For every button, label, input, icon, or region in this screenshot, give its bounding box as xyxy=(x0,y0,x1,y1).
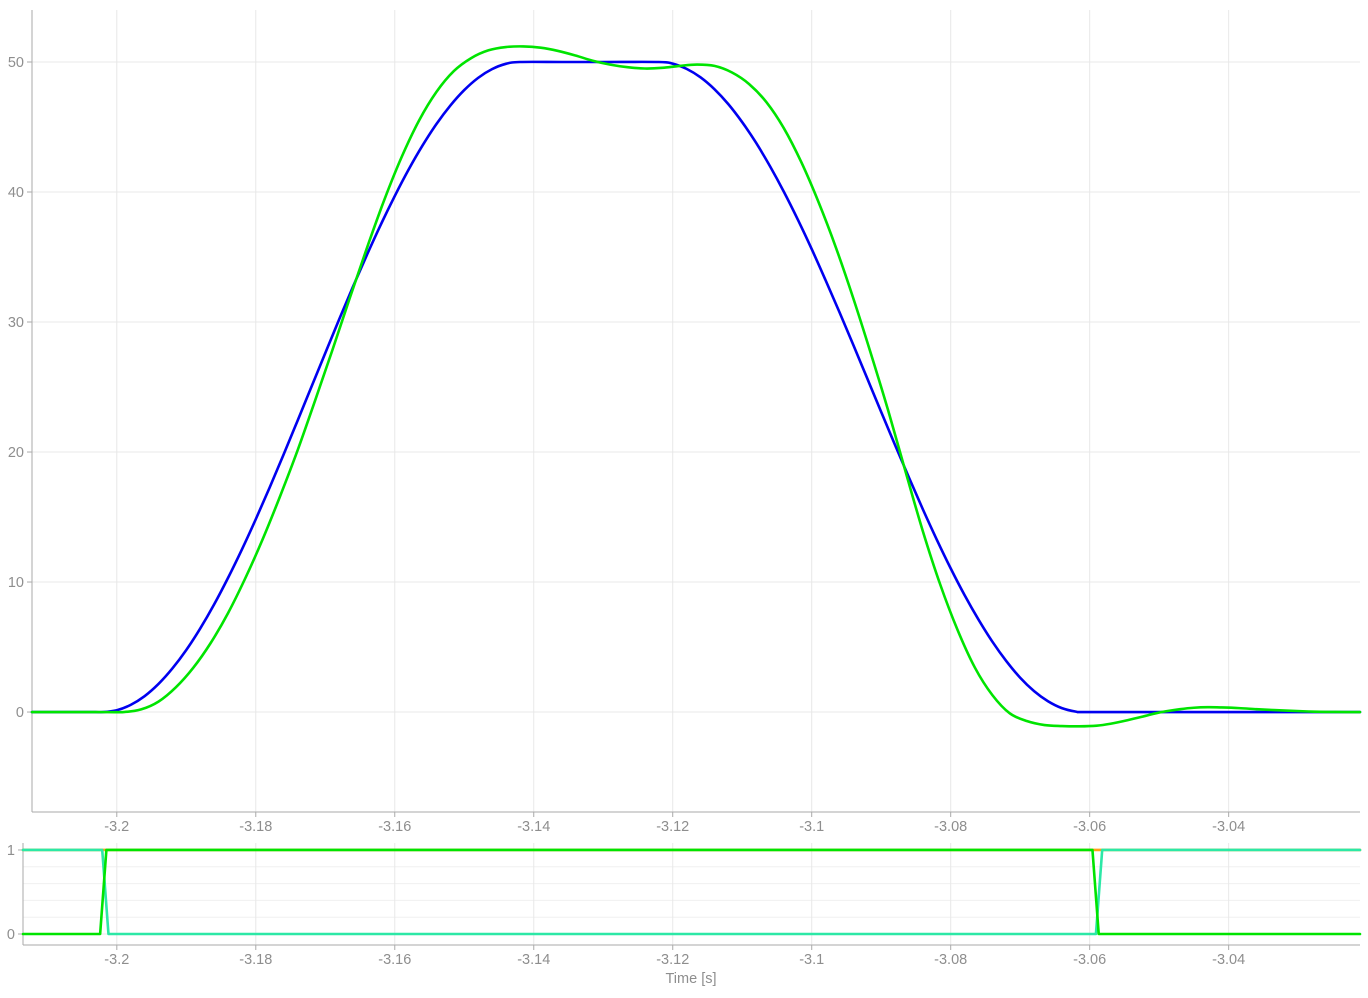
y-tick-label: 10 xyxy=(8,575,24,591)
inverted-gate-flag-curve xyxy=(21,848,1362,936)
x-tick-label: -3.1 xyxy=(799,819,824,835)
x-tick-label: -3.18 xyxy=(239,819,272,835)
x-axis-title: Time [s] xyxy=(665,971,716,987)
digital-signal-panel: -3.2 -3.18 -3.16 -3.14 -3.12 -3.1 -3.08 -3.06 -3… xyxy=(7,843,1362,968)
x-tick-label: -3.2 xyxy=(104,819,129,835)
x-tick-label: -3.04 xyxy=(1212,819,1245,835)
trajectory-panel: -3.2 -3.18 -3.16 -3.14 -3.12 -3.1 -3.08 -3.06 -3… xyxy=(8,10,1362,835)
x-tick-label: -3.16 xyxy=(378,819,411,835)
x-tick-label: -3.2 xyxy=(104,952,129,968)
x-tick-label: -3.06 xyxy=(1073,952,1106,968)
x-tick-label: -3.16 xyxy=(378,952,411,968)
y-tick-label: 0 xyxy=(7,927,15,943)
x-tick-label: -3.12 xyxy=(656,819,689,835)
x-tick-label: -3.14 xyxy=(517,819,550,835)
measured-trajectory-curve xyxy=(30,45,1362,728)
x-tick-label: -3.06 xyxy=(1073,819,1106,835)
x-tick-label: -3.18 xyxy=(239,952,272,968)
y-tick-label: 40 xyxy=(8,185,24,201)
x-tick-label: -3.1 xyxy=(799,952,824,968)
y-tick-label: 50 xyxy=(8,55,24,71)
y-tick-label: 20 xyxy=(8,445,24,461)
x-tick-label: -3.12 xyxy=(656,952,689,968)
gate-flag-curve xyxy=(21,848,1362,936)
x-tick-label: -3.08 xyxy=(934,819,967,835)
y-tick-label: 1 xyxy=(7,843,15,859)
x-tick-label: -3.08 xyxy=(934,952,967,968)
y-tick-label: 0 xyxy=(16,705,24,721)
x-tick-label: -3.04 xyxy=(1212,952,1245,968)
x-tick-label: -3.14 xyxy=(517,952,550,968)
y-tick-label: 30 xyxy=(8,315,24,331)
reference-trajectory-curve xyxy=(30,60,1362,714)
